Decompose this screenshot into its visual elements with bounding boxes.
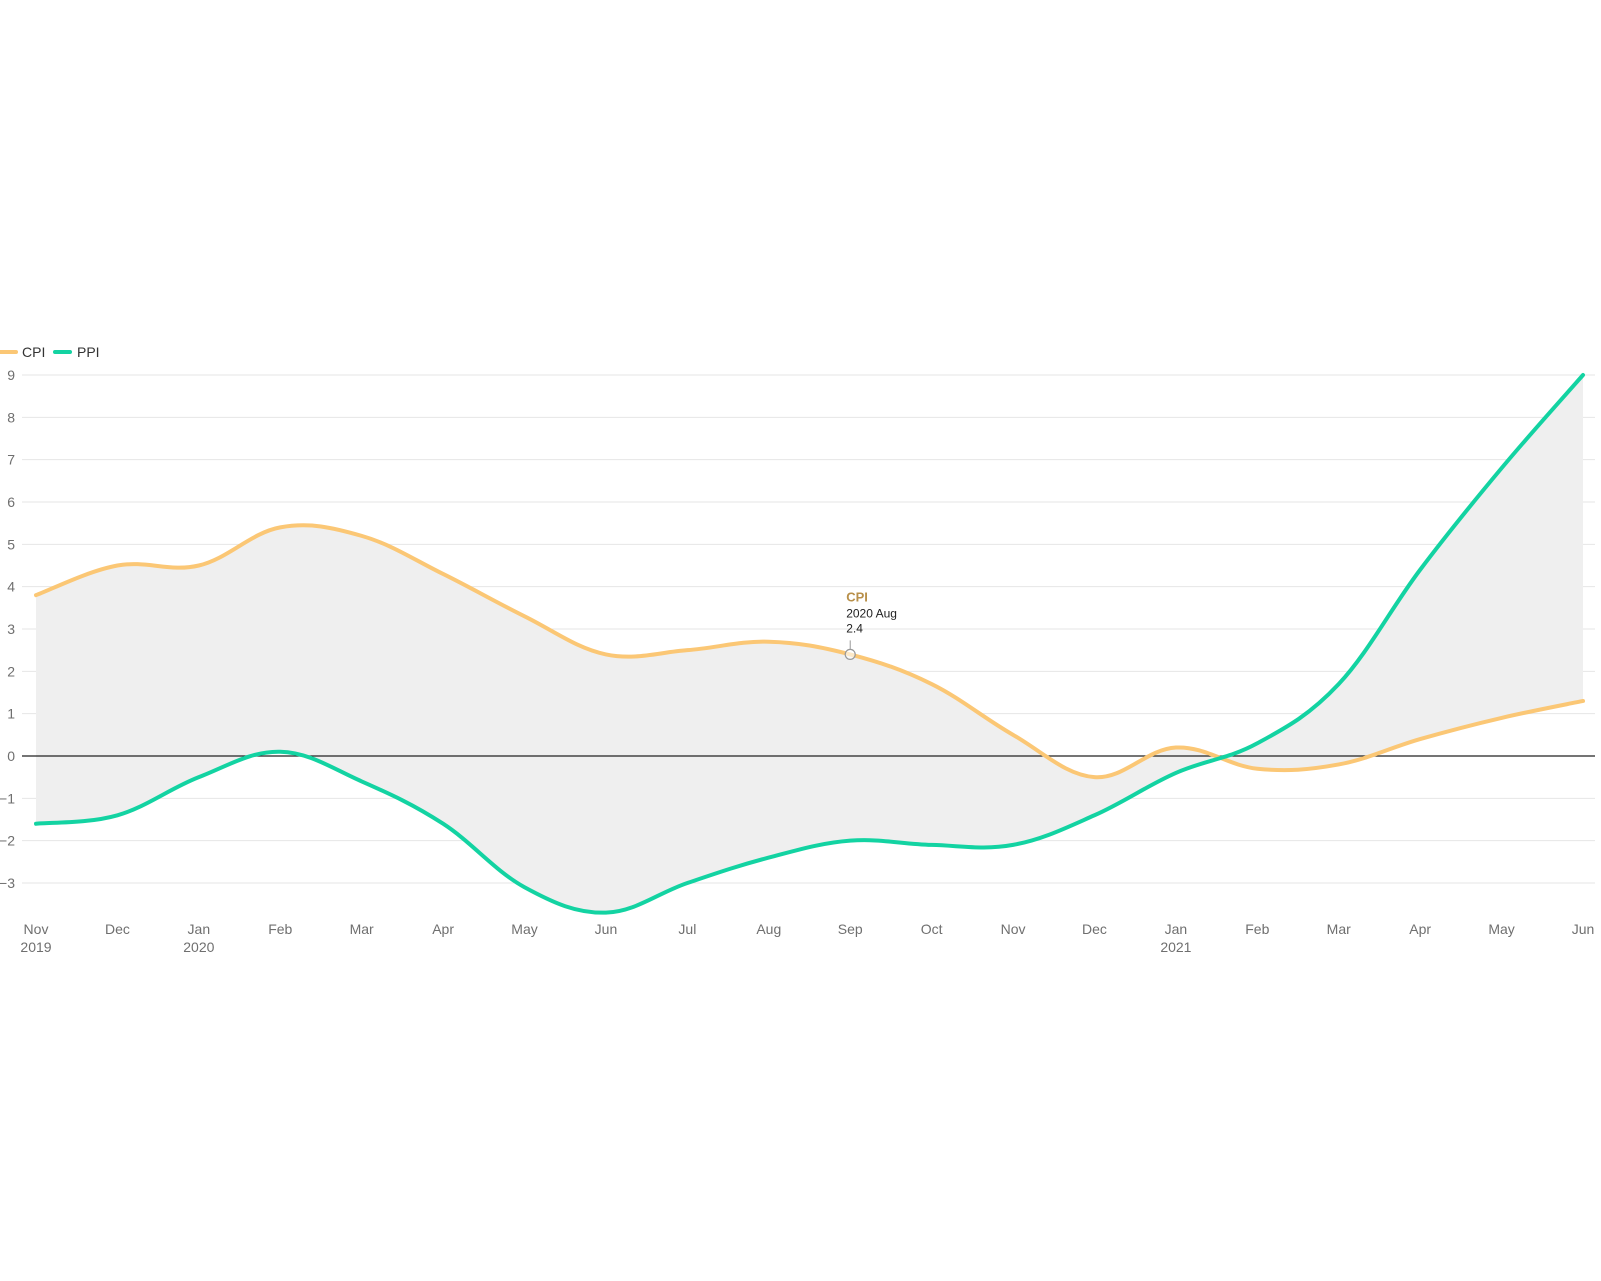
series-line-cpi[interactable] [34,523,1585,780]
y-tick-label: −1 [0,790,15,806]
y-tick-label: 7 [7,452,15,468]
x-tick-label: Dec [1082,921,1107,937]
tooltip-series-name: CPI [846,589,868,604]
x-tick-label: Mar [350,921,374,937]
y-tick-label: 6 [7,494,15,510]
tooltip-period: 2020 Aug [846,606,897,620]
y-tick-label: 9 [7,367,15,383]
x-tick-label: Feb [268,921,292,937]
x-tick-year-label: 2021 [1160,939,1191,955]
x-tick-label: Mar [1327,921,1351,937]
y-axis-ticks: 9 8 7 6 5 4 3 2 1 0 −1 −2 −3 [0,367,15,891]
y-tick-label: 4 [7,579,15,595]
y-tick-label: −3 [0,875,15,891]
x-tick-year-label: 2020 [183,939,214,955]
x-tick-label: May [511,921,537,937]
y-tick-label: 0 [7,748,15,764]
y-tick-label: 2 [7,663,15,679]
x-tick-label: Sep [838,921,863,937]
legend: CPI PPI [0,344,100,360]
tooltip-point-marker [844,648,856,661]
x-tick-label: Nov [1001,921,1026,937]
tooltip: CPI 2020 Aug 2.4 [844,589,897,661]
x-tick-label: Oct [921,921,943,937]
x-tick-label: Jan [1165,921,1188,937]
legend-item-ppi[interactable]: PPI [53,344,100,360]
x-tick-label: Dec [105,921,130,937]
legend-cpi-label: CPI [22,344,45,360]
series-line-ppi[interactable] [34,373,1585,915]
x-axis-ticks: Nov 2019 Dec Jan 2020 Feb Mar Apr May Jun Jul Aug Se… [20,921,1594,955]
x-tick-label: Apr [1409,921,1431,937]
cpi-ppi-gap-area [36,375,1583,913]
x-tick-label: Nov [24,921,49,937]
y-tick-label: 1 [7,706,15,722]
x-tick-label: Aug [756,921,781,937]
x-tick-label: Apr [432,921,454,937]
x-tick-label: Feb [1245,921,1269,937]
y-tick-label: 3 [7,621,15,637]
y-tick-label: −2 [0,833,15,849]
y-tick-label: 5 [7,536,15,552]
series-lines [34,373,1585,915]
tooltip-value: 2.4 [846,621,863,635]
x-tick-label: Jun [595,921,618,937]
x-tick-year-label: 2019 [20,939,51,955]
y-tick-label: 8 [7,409,15,425]
legend-item-cpi[interactable]: CPI [0,344,45,360]
x-tick-label: Jul [678,921,696,937]
x-tick-label: May [1488,921,1514,937]
legend-ppi-label: PPI [77,344,100,360]
x-tick-label: Jun [1572,921,1595,937]
x-tick-label: Jan [188,921,211,937]
